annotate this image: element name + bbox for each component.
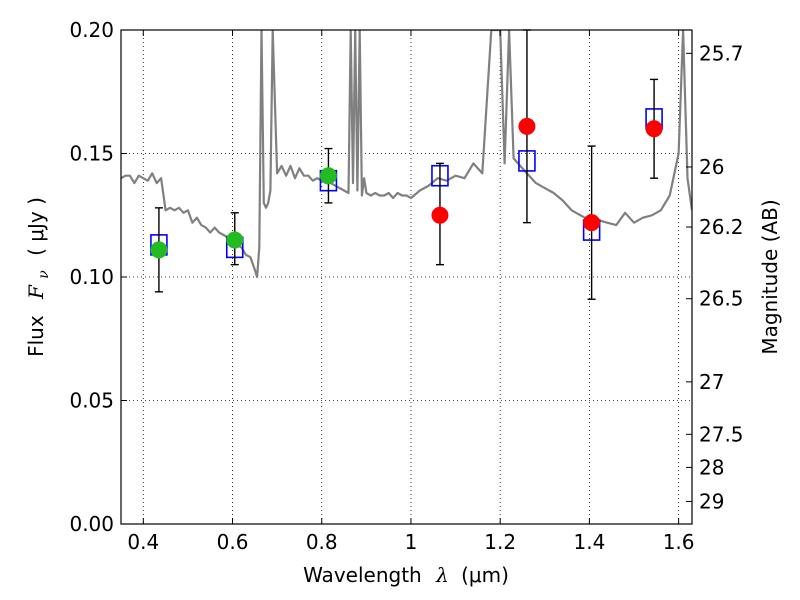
- observed-photometry-point: [583, 214, 601, 232]
- x-axis-symbol: λ: [435, 563, 449, 587]
- plot-background: [121, 30, 692, 524]
- y2-tick-label: 25.7: [699, 41, 744, 65]
- observed-photometry-point: [431, 206, 449, 224]
- y2-tick-label: 26.5: [699, 287, 744, 311]
- axes-ticks: 0.4 0.6 0.8 1 1.2 1.4 1.6 0.00 0.05 0.10 0.15 0.20 2…: [69, 18, 743, 554]
- observed-photometry-point: [319, 167, 337, 185]
- x-tick-label: 0.8: [306, 530, 338, 554]
- y-axis-title: Flux F ν ( μJy ): [24, 197, 53, 357]
- x-tick-label: 1: [405, 530, 418, 554]
- observed-photometry-point: [150, 241, 168, 259]
- observed-photometry-point: [645, 120, 663, 138]
- y-tick-label: 0.15: [69, 142, 114, 166]
- y2-tick-label: 26.2: [699, 215, 744, 239]
- y-tick-label: 0.10: [69, 265, 114, 289]
- y2-tick-label: 27.5: [699, 422, 744, 446]
- y-axis-unit: ( μJy ): [24, 197, 48, 256]
- y-axis-label: Flux: [24, 315, 48, 357]
- x-tick-label: 1.2: [484, 530, 516, 554]
- y2-tick-label: 27: [699, 370, 724, 394]
- y-axis-symbol: F: [24, 284, 48, 300]
- model-spectrum-line: [121, 30, 692, 279]
- x-tick-label: 1.6: [663, 530, 695, 554]
- y2-tick-label: 28: [699, 455, 724, 479]
- plot-area: [121, 30, 692, 279]
- x-tick-label: 0.6: [217, 530, 249, 554]
- y-tick-label: 0.05: [69, 389, 114, 413]
- error-bars: [150, 29, 663, 300]
- observed-photometry-point: [518, 117, 536, 135]
- y2-tick-label: 26: [699, 155, 724, 179]
- y2-tick-label: 29: [699, 489, 724, 513]
- y-axis-subscript: ν: [36, 270, 52, 279]
- y2-axis-title: Magnitude (AB): [758, 199, 782, 354]
- x-axis-title: Wavelength λ (μm): [303, 563, 509, 587]
- x-tick-label: 1.4: [573, 530, 605, 554]
- y-tick-label: 0.20: [69, 18, 114, 42]
- observed-photometry-point: [226, 231, 244, 249]
- x-tick-label: 0.4: [127, 530, 159, 554]
- x-axis-unit: (μm): [461, 563, 509, 587]
- y-tick-label: 0.00: [69, 512, 114, 536]
- x-axis-label: Wavelength: [303, 563, 422, 587]
